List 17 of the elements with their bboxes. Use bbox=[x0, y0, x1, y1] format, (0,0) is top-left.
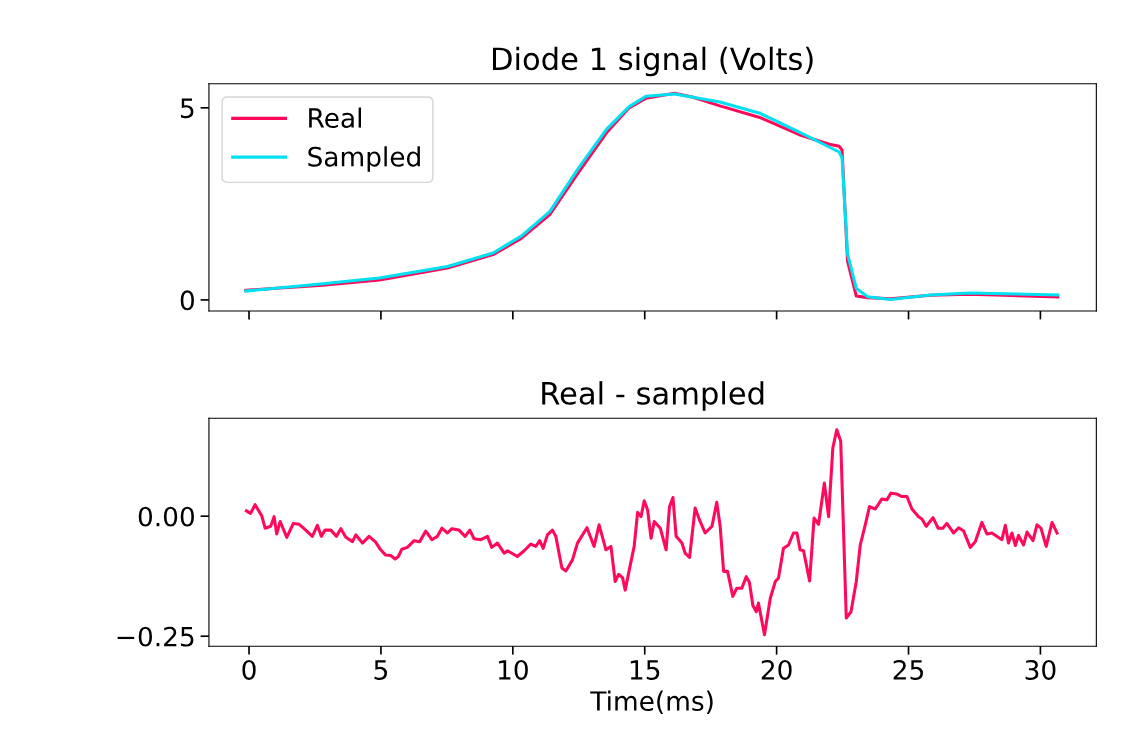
x-axis-title: Time(ms) bbox=[590, 690, 713, 715]
legend-label: Sampled bbox=[308, 146, 420, 172]
x-tick-label: 15 bbox=[630, 660, 660, 680]
y-tick-label: 0.00 bbox=[138, 506, 194, 527]
line-series bbox=[244, 428, 1059, 637]
y-tick-label: 5 bbox=[180, 98, 194, 119]
x-tick-label: 25 bbox=[893, 659, 923, 680]
x-tick-label: 5 bbox=[374, 660, 388, 680]
x-tick-label: 20 bbox=[761, 659, 792, 680]
legend-label: Real bbox=[309, 107, 361, 128]
chart-title: Real - sampled bbox=[542, 381, 764, 411]
x-tick-label: 30 bbox=[1025, 659, 1056, 680]
y-tick-label: 0 bbox=[180, 290, 194, 311]
x-tick-label: 10 bbox=[498, 659, 528, 680]
x-tick-label: 0 bbox=[242, 659, 256, 680]
chart-title: Diode 1 signal (Volts) bbox=[492, 46, 813, 77]
y-tick-label: −0.25 bbox=[117, 626, 194, 647]
